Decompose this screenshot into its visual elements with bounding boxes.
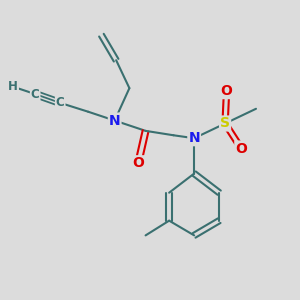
Text: H: H xyxy=(8,80,18,93)
Text: N: N xyxy=(109,114,121,128)
Text: O: O xyxy=(132,156,144,170)
Text: C: C xyxy=(56,96,64,110)
Text: N: N xyxy=(188,131,200,145)
Text: S: S xyxy=(220,116,230,130)
Text: O: O xyxy=(220,84,232,98)
Text: O: O xyxy=(235,142,247,155)
Text: C: C xyxy=(31,88,40,100)
